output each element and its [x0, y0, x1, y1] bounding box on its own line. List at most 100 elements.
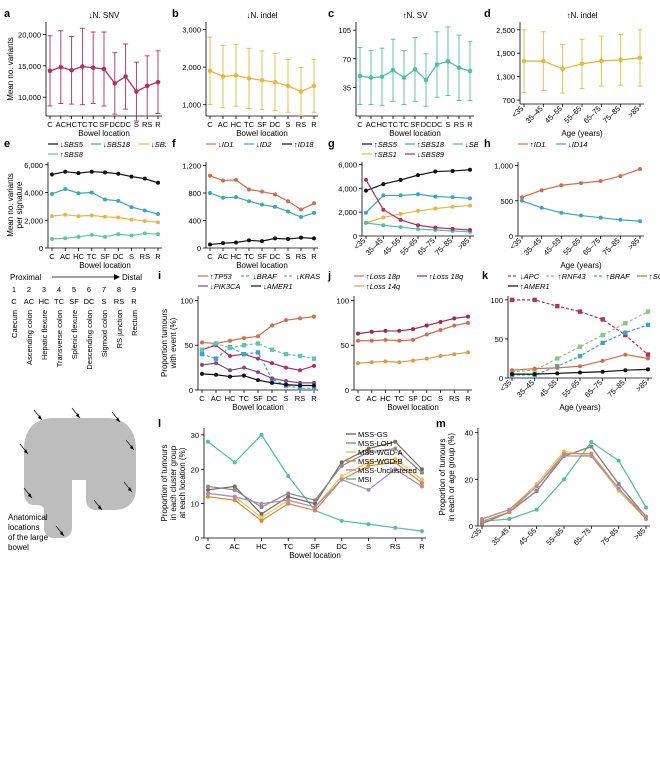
svg-text:R: R [311, 252, 317, 261]
svg-text:MSI: MSI [358, 475, 371, 484]
svg-text:of the large: of the large [8, 533, 49, 542]
svg-text:1,000: 1,000 [494, 162, 513, 171]
svg-text:TC: TC [54, 297, 65, 306]
svg-text:2,000: 2,000 [24, 216, 43, 225]
svg-text:AC: AC [218, 252, 229, 261]
panel-label-d: d [484, 8, 491, 20]
svg-text:MSS-WGD-B: MSS-WGD-B [358, 457, 403, 466]
svg-text:DC: DC [336, 542, 347, 551]
svg-text:↑ID18: ↑ID18 [294, 140, 314, 149]
svg-text:55–65: 55–65 [560, 378, 581, 399]
panel-label-h: h [484, 138, 491, 150]
svg-text:55–65: 55–65 [562, 104, 583, 125]
svg-text:0: 0 [189, 386, 193, 395]
svg-text:Rectum: Rectum [130, 310, 139, 336]
svg-text:5: 5 [72, 285, 76, 294]
svg-text:20: 20 [465, 475, 473, 484]
svg-text:SF: SF [69, 297, 79, 306]
svg-text:↓SBS93: ↓SBS93 [465, 140, 478, 149]
svg-text:Bowel location: Bowel location [289, 551, 341, 560]
svg-text:SF: SF [100, 252, 110, 261]
row-3: ProximalDistal123456789CACHCTCSFDCSRSRCa… [4, 270, 656, 560]
svg-text:700: 700 [502, 96, 515, 105]
panel-g: g 02,0004,0006,000<3535–4545–5555–6565–7… [328, 138, 478, 270]
svg-text:10,000: 10,000 [18, 93, 41, 102]
panel-label-l: l [158, 418, 161, 430]
svg-text:RS: RS [296, 120, 306, 129]
svg-text:>85: >85 [456, 236, 471, 251]
svg-text:HC: HC [231, 252, 242, 261]
svg-text:HC: HC [256, 542, 267, 551]
svg-text:↓SBS1: ↓SBS1 [151, 140, 166, 149]
svg-text:↓APC: ↓APC [520, 272, 540, 281]
svg-text:0: 0 [39, 244, 43, 253]
svg-text:6: 6 [87, 285, 91, 294]
svg-text:4: 4 [57, 285, 61, 294]
svg-text:S: S [283, 394, 288, 403]
svg-text:in each or age group (%): in each or age group (%) [447, 433, 456, 521]
svg-text:15,000: 15,000 [18, 62, 41, 71]
svg-text:R: R [419, 542, 425, 551]
svg-text:AC: AC [24, 297, 35, 306]
svg-text:RS: RS [454, 120, 464, 129]
svg-text:100: 100 [490, 296, 503, 305]
svg-text:↓AMER1: ↓AMER1 [263, 282, 293, 291]
panel-label-j: j [328, 270, 331, 282]
svg-text:Splenic flexure: Splenic flexure [70, 310, 79, 359]
svg-text:↑SBS18: ↑SBS18 [417, 140, 445, 149]
svg-text:R: R [131, 297, 137, 306]
svg-text:DC: DC [421, 120, 432, 129]
svg-text:Proportion tumours: Proportion tumours [160, 309, 169, 377]
svg-text:RS: RS [140, 252, 150, 261]
svg-text:>85: >85 [634, 378, 649, 393]
svg-text:Transverse colon: Transverse colon [55, 310, 64, 367]
svg-text:1: 1 [12, 285, 16, 294]
panel-j: j 050100CACHCTCSFDCSRSR↑Loss 18p↑Loss 18… [328, 270, 476, 412]
panel-e: e 02,0004,0006,000CACHCTCSFDCSRSR↓SBS5↓S… [4, 138, 166, 270]
svg-text:↑ID1: ↑ID1 [530, 140, 545, 149]
svg-text:45–55: 45–55 [381, 236, 402, 257]
svg-text:Proximal: Proximal [10, 273, 41, 282]
row-2: e 02,0004,0006,000CACHCTCSFDCSRSR↓SBS5↓S… [4, 138, 656, 270]
svg-text:0: 0 [345, 386, 349, 395]
svg-text:RS: RS [114, 297, 124, 306]
svg-text:Distal: Distal [122, 273, 142, 282]
svg-text:RS junction: RS junction [115, 310, 124, 348]
svg-text:65–75: 65–75 [582, 104, 603, 125]
svg-text:S: S [366, 542, 371, 551]
svg-text:TC: TC [87, 252, 98, 261]
panel-k: k 050100<3535–4545–5555–6565–7575–85>85↓… [482, 270, 660, 412]
svg-text:0: 0 [195, 534, 199, 543]
svg-text:4,000: 4,000 [338, 184, 357, 193]
svg-text:10: 10 [191, 500, 199, 509]
svg-text:TC: TC [244, 120, 255, 129]
svg-text:R: R [465, 394, 471, 403]
svg-text:Age (years): Age (years) [561, 129, 603, 138]
svg-text:1,000: 1,000 [182, 101, 201, 110]
panel-label-e: e [4, 138, 10, 150]
svg-text:Mean no. variants: Mean no. variants [6, 37, 15, 101]
svg-text:S: S [445, 120, 450, 129]
svg-text:75–85: 75–85 [599, 526, 620, 547]
svg-text:Bowel location: Bowel location [387, 403, 439, 412]
svg-text:Bowel location: Bowel location [79, 261, 131, 270]
svg-text:↑Loss 18p: ↑Loss 18p [366, 272, 400, 281]
svg-text:↓ID2: ↓ID2 [256, 140, 272, 149]
svg-text:SF: SF [410, 120, 420, 129]
svg-text:Age (years): Age (years) [560, 261, 602, 270]
svg-text:>85: >85 [632, 526, 647, 541]
panel-label-c: c [328, 8, 334, 20]
svg-text:0: 0 [197, 244, 201, 253]
svg-text:C: C [11, 297, 17, 306]
svg-text:↓BRAF: ↓BRAF [253, 272, 277, 281]
svg-text:75–85: 75–85 [601, 236, 622, 257]
svg-text:↓SBS5: ↓SBS5 [60, 140, 84, 149]
svg-text:35–45: 35–45 [524, 104, 545, 125]
svg-text:HC: HC [66, 120, 77, 129]
panel-m: m 02040<3535–4545–5555–6565–7575–85>85Pr… [436, 418, 658, 560]
panel-c: c 3570105CACHCTCTCSFDCDCSRSR↑N. SVBowel … [328, 8, 478, 138]
svg-text:<35: <35 [510, 104, 525, 119]
svg-text:35–45: 35–45 [515, 378, 536, 399]
svg-text:DC: DC [421, 394, 432, 403]
svg-text:20: 20 [191, 465, 199, 474]
